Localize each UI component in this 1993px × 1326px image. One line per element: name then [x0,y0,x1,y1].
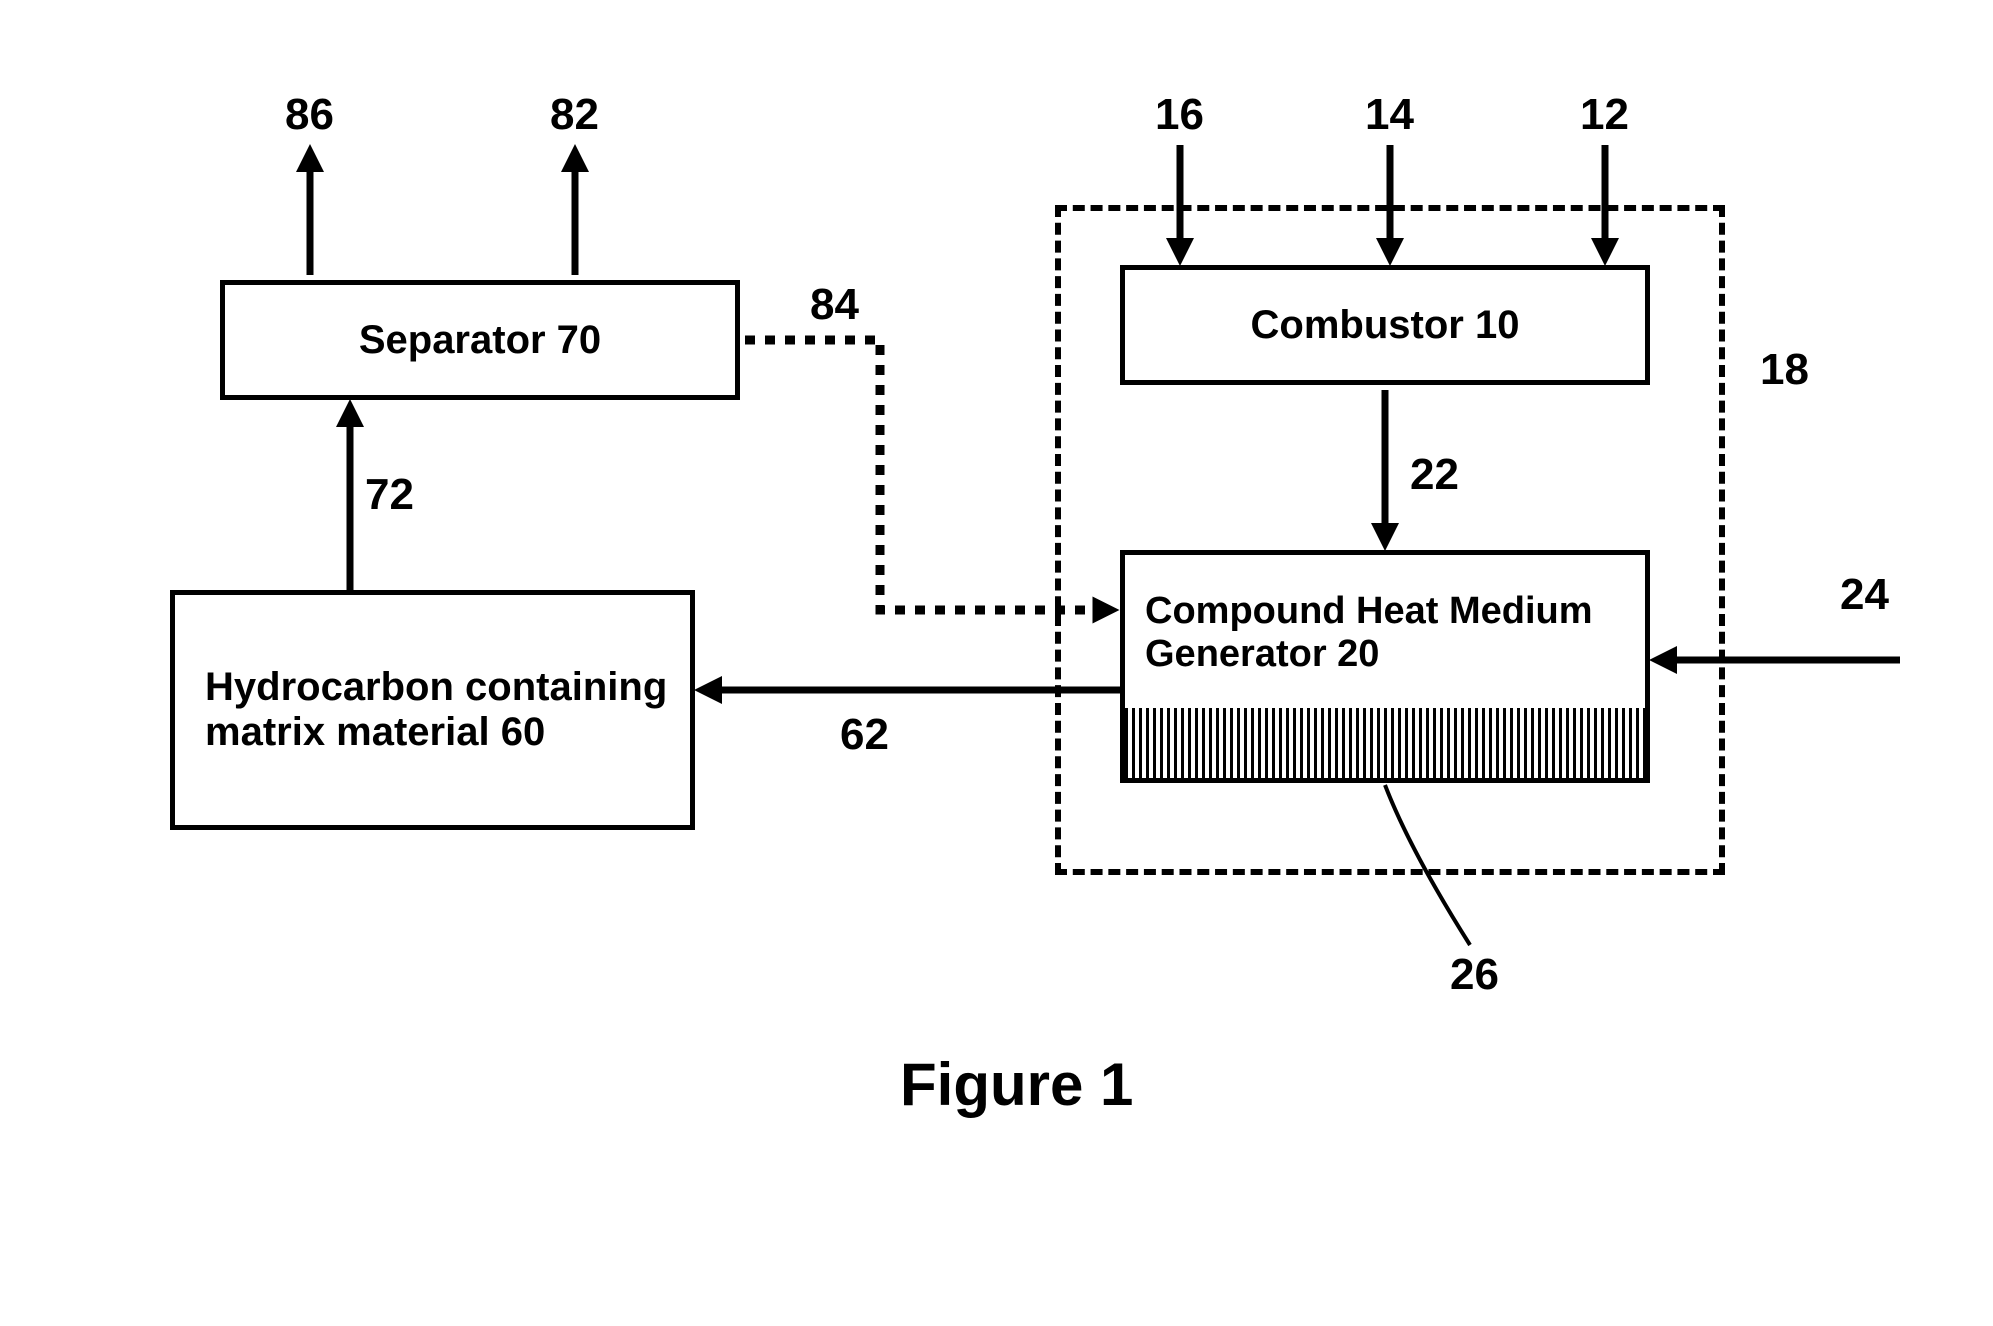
combustor-box: Combustor 10 [1120,265,1650,385]
separator-box: Separator 70 [220,280,740,400]
hydrocarbon-box: Hydrocarbon containing matrix material 6… [170,590,695,830]
diagram-container: Separator 70 Hydrocarbon containing matr… [100,50,1900,1250]
hydrocarbon-label: Hydrocarbon containing matrix material 6… [205,665,680,755]
label-22: 22 [1410,450,1459,500]
figure-label: Figure 1 [900,1050,1133,1119]
combustor-label: Combustor 10 [1251,303,1520,348]
hatched-area [1120,708,1650,783]
label-84: 84 [810,280,859,330]
generator-box: Compound Heat Medium Generator 20 [1120,550,1650,710]
label-16: 16 [1155,90,1204,140]
label-14: 14 [1365,90,1414,140]
label-12: 12 [1580,90,1629,140]
generator-label: Compound Heat Medium Generator 20 [1145,590,1635,676]
arrow-84 [745,340,1106,610]
label-86: 86 [285,90,334,140]
label-82: 82 [550,90,599,140]
label-26: 26 [1450,950,1499,1000]
label-24: 24 [1840,570,1889,620]
separator-label: Separator 70 [359,318,601,363]
label-72: 72 [365,470,414,520]
label-62: 62 [840,710,889,760]
label-18: 18 [1760,345,1809,395]
